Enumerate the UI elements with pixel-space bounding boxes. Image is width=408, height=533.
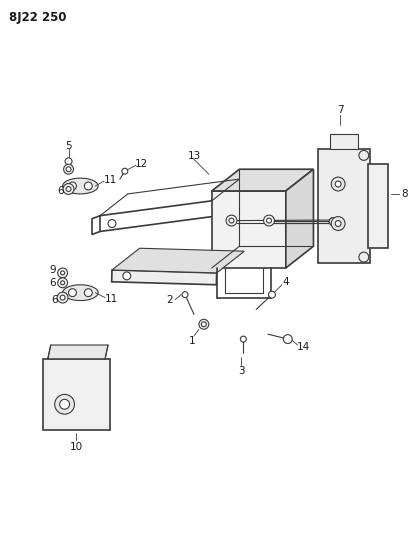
Circle shape: [240, 336, 246, 342]
Text: 9: 9: [49, 265, 56, 275]
Polygon shape: [330, 134, 358, 149]
Circle shape: [58, 278, 68, 288]
Polygon shape: [43, 359, 110, 430]
Text: 11: 11: [103, 175, 117, 185]
Polygon shape: [286, 169, 313, 268]
Text: 12: 12: [135, 159, 148, 169]
Circle shape: [123, 272, 131, 280]
Circle shape: [66, 187, 71, 191]
Circle shape: [182, 292, 188, 297]
Text: 8: 8: [401, 189, 408, 199]
Circle shape: [122, 168, 128, 174]
Circle shape: [63, 183, 74, 195]
Circle shape: [202, 322, 206, 327]
Text: 14: 14: [297, 342, 310, 352]
Circle shape: [331, 216, 345, 230]
Circle shape: [264, 215, 275, 226]
Circle shape: [84, 182, 92, 190]
Polygon shape: [112, 270, 217, 285]
Text: 2: 2: [166, 295, 173, 304]
Circle shape: [108, 220, 116, 228]
Polygon shape: [212, 169, 313, 191]
Circle shape: [199, 319, 209, 329]
Circle shape: [64, 164, 73, 174]
Text: 3: 3: [238, 366, 245, 376]
Text: 6: 6: [49, 278, 56, 288]
Circle shape: [329, 217, 337, 225]
Text: 8J22 250: 8J22 250: [9, 11, 67, 24]
Circle shape: [359, 150, 369, 160]
Text: 4: 4: [282, 277, 289, 287]
Circle shape: [335, 221, 341, 227]
Circle shape: [229, 218, 234, 223]
Circle shape: [58, 268, 68, 278]
Circle shape: [266, 218, 271, 223]
Text: 7: 7: [337, 105, 344, 115]
Circle shape: [329, 217, 337, 225]
Circle shape: [60, 399, 69, 409]
Circle shape: [69, 182, 76, 190]
Circle shape: [66, 167, 71, 172]
Polygon shape: [368, 164, 388, 248]
Polygon shape: [112, 248, 244, 273]
Polygon shape: [48, 345, 108, 359]
Circle shape: [283, 335, 292, 344]
Circle shape: [60, 295, 65, 300]
Circle shape: [61, 281, 64, 285]
Circle shape: [69, 289, 76, 297]
Text: 11: 11: [104, 294, 118, 304]
Circle shape: [57, 292, 68, 303]
Circle shape: [331, 177, 345, 191]
Circle shape: [335, 181, 341, 187]
Circle shape: [268, 291, 275, 298]
Polygon shape: [318, 149, 370, 263]
Polygon shape: [212, 191, 286, 268]
Circle shape: [84, 289, 92, 297]
Text: 13: 13: [187, 151, 201, 161]
Circle shape: [226, 215, 237, 226]
Text: 1: 1: [188, 336, 195, 346]
Text: 5: 5: [65, 141, 72, 150]
Circle shape: [61, 271, 64, 275]
Text: 6: 6: [51, 295, 58, 304]
Text: 10: 10: [70, 442, 83, 452]
Polygon shape: [63, 178, 98, 194]
Circle shape: [55, 394, 75, 414]
Polygon shape: [63, 285, 98, 301]
Circle shape: [359, 252, 369, 262]
Circle shape: [65, 158, 72, 165]
Text: 6: 6: [58, 186, 64, 196]
